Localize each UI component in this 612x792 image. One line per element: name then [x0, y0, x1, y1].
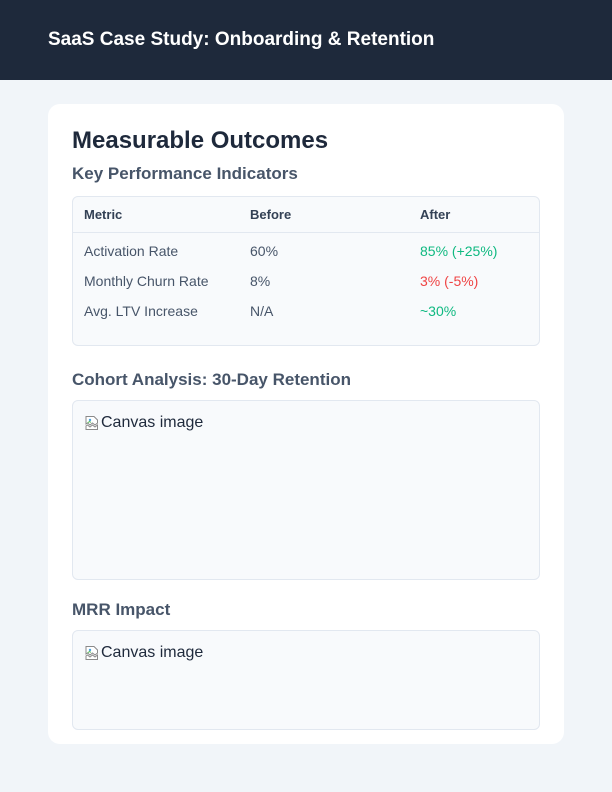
kpi-table: Metric Before After Activation Rate 60% … — [72, 196, 540, 346]
page-title: SaaS Case Study: Onboarding & Retention — [48, 29, 435, 50]
mrr-chart-canvas: Canvas image — [72, 630, 540, 730]
outcomes-card: Measurable Outcomes Key Performance Indi… — [48, 104, 564, 744]
table-cell-before: 60% — [250, 243, 279, 259]
cohort-section-title: Cohort Analysis: 30-Day Retention — [72, 370, 351, 389]
cohort-chart-canvas: Canvas image — [72, 400, 540, 580]
broken-image-icon — [85, 416, 98, 430]
table-cell-before: 8% — [250, 273, 271, 289]
table-cell-metric: Avg. LTV Increase — [84, 303, 198, 319]
card-title: Measurable Outcomes — [72, 127, 329, 154]
column-header-metric: Metric — [84, 207, 123, 222]
broken-image-icon — [85, 646, 98, 660]
image-alt-text: Canvas image — [101, 414, 204, 431]
column-header-after: After — [420, 207, 451, 222]
table-cell-after: 3% (-5%) — [420, 273, 479, 289]
image-alt-text: Canvas image — [101, 644, 204, 661]
table-cell-before: N/A — [250, 303, 274, 319]
column-header-before: Before — [250, 207, 292, 222]
kpi-section-title: Key Performance Indicators — [72, 164, 298, 183]
top-header-bar: SaaS Case Study: Onboarding & Retention — [0, 0, 612, 80]
mrr-section-title: MRR Impact — [72, 600, 171, 619]
broken-image-placeholder: Canvas image — [84, 643, 203, 663]
broken-image-placeholder: Canvas image — [84, 413, 203, 433]
table-cell-after: 85% (+25%) — [420, 243, 498, 259]
table-cell-metric: Monthly Churn Rate — [84, 273, 209, 289]
table-cell-metric: Activation Rate — [84, 243, 179, 259]
table-cell-after: ~30% — [420, 303, 457, 319]
kpi-table-header: Metric Before After — [73, 197, 539, 233]
